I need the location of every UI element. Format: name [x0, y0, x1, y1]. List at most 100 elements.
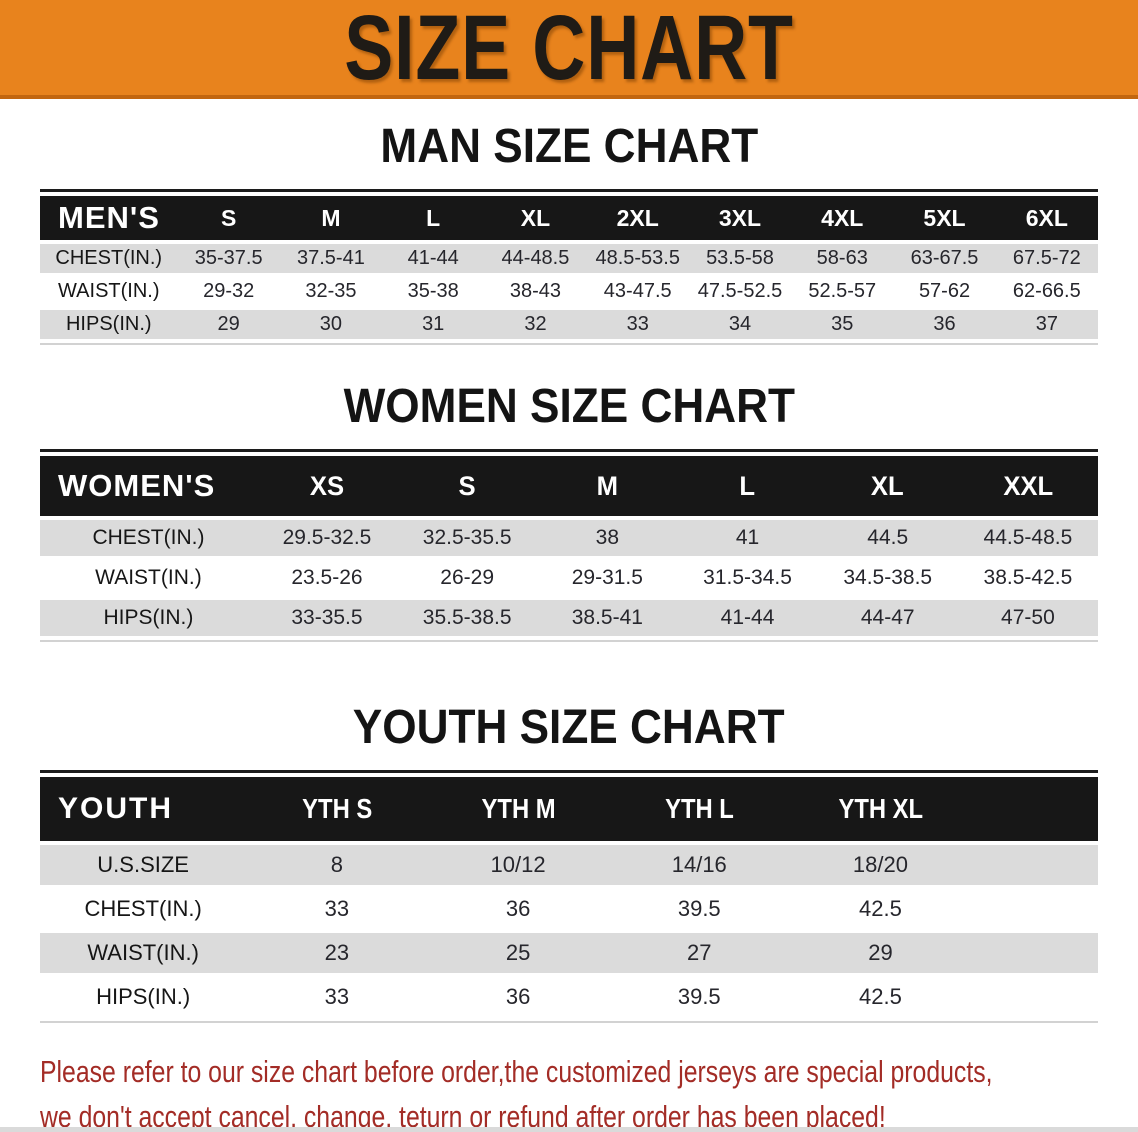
size-value-cell: 36: [505, 984, 531, 1009]
note-line-1: Please refer to our size chart before or…: [40, 1054, 993, 1089]
size-value-cell: 29.5-32.5: [256, 520, 398, 556]
size-column-header-text: M: [596, 470, 619, 501]
size-column-header: 6XL: [995, 196, 1098, 240]
row-label: HIPS(IN.): [40, 600, 257, 636]
row-label: WAIST(IN.): [58, 280, 160, 302]
size-value-cell: 62-66.5: [1012, 280, 1081, 302]
table-header-label: MEN'S: [40, 196, 178, 240]
size-value-cell: 25: [427, 933, 609, 973]
banner-title-text: SIZE CHART: [344, 0, 794, 99]
spacer-cell: [971, 889, 1098, 929]
table-row: HIPS(IN.) 33-35.5 35.5-38.5 38.5-41 41-44 44-…: [40, 600, 1098, 636]
size-column-header: L: [382, 196, 485, 240]
size-column-header: 3XL: [688, 196, 792, 240]
table-row: WAIST(IN.) 23.5-26 26-29 29-31.5 31.5-34.5 34…: [40, 560, 1098, 596]
size-value-cell: 52.5-57: [808, 280, 877, 302]
size-value-cell: 31.5-34.5: [703, 566, 792, 589]
size-value-cell: 33: [324, 984, 350, 1009]
size-column-header-text: M: [321, 204, 341, 231]
size-value-cell: 14/16: [608, 845, 790, 885]
size-column-header-text: XS: [309, 470, 345, 501]
size-column-header: YTH S: [246, 777, 428, 841]
size-value-cell: 37.5-41: [279, 244, 383, 273]
size-value-cell: 47.5-52.5: [697, 280, 783, 302]
size-value-cell: 38.5-41: [537, 600, 678, 636]
bottom-edge-strip: [0, 1127, 1138, 1132]
note-line-2: we don't accept cancel, change, teturn o…: [40, 1099, 886, 1132]
size-value-cell: 43-47.5: [603, 280, 672, 302]
row-label: WAIST(IN.): [95, 566, 202, 589]
size-column-header: YTH M: [427, 777, 609, 841]
size-value-cell: 32.5-35.5: [397, 520, 538, 556]
size-value-cell: 35.5-38.5: [397, 600, 538, 636]
size-column-header: XL: [817, 456, 958, 516]
size-column-header-text: YTH L: [664, 793, 734, 824]
size-value-cell: 44.5-48.5: [957, 520, 1098, 556]
youth-size-table-wrap: YOUTH YTH S YTH M YTH L YTH XL U.S.SIZE 8 10/12…: [40, 770, 1098, 1023]
size-value-cell: 41-44: [677, 600, 818, 636]
size-value-cell: 41-44: [382, 244, 485, 273]
size-value-cell: 35-38: [407, 280, 459, 302]
size-value-cell: 47-50: [957, 600, 1098, 636]
size-column-header: YTH XL: [789, 777, 972, 841]
spacer-cell: [971, 845, 1098, 885]
size-value-cell: 33: [586, 310, 689, 339]
size-column-header-text: YTH M: [481, 793, 556, 824]
size-column-header-text: YTH S: [301, 793, 372, 824]
size-column-header: S: [177, 196, 280, 240]
table-header-row: WOMEN'S XS S M L XL XXL: [40, 456, 1098, 516]
size-value-cell: 10/12: [427, 845, 609, 885]
size-column-header-text: XXL: [1002, 470, 1053, 501]
size-value-cell: 58-63: [791, 244, 894, 273]
table-header-row: YOUTH YTH S YTH M YTH L YTH XL: [40, 777, 1098, 841]
size-value-cell: 29-31.5: [571, 566, 643, 589]
size-value-cell: 18/20: [789, 845, 972, 885]
size-value-cell: 32: [484, 310, 587, 339]
size-value-cell: 32-35: [305, 280, 357, 302]
size-value-cell: 38.5-42.5: [983, 566, 1073, 589]
size-column-header-text: S: [220, 204, 237, 231]
size-value-cell: 63-67.5: [893, 244, 996, 273]
size-value-cell: 44-47: [817, 600, 958, 636]
row-label: U.S.SIZE: [40, 845, 247, 885]
size-value-cell: 38-43: [509, 280, 562, 302]
size-column-header: 4XL: [791, 196, 894, 240]
size-value-cell: 35-37.5: [177, 244, 280, 273]
size-value-cell: 53.5-58: [688, 244, 792, 273]
table-row: HIPS(IN.) 29 30 31 32 33 34 35 36 37: [40, 310, 1098, 339]
size-value-cell: 44.5: [817, 520, 958, 556]
size-value-cell: 38: [537, 520, 678, 556]
youth-size-table: YOUTH YTH S YTH M YTH L YTH XL U.S.SIZE 8 10/12…: [40, 773, 1098, 1021]
table-row: WAIST(IN.) 23 25 27 29: [40, 933, 1098, 973]
size-column-header: XXL: [957, 456, 1098, 516]
size-column-header: S: [397, 456, 538, 516]
spacer-cell: [971, 933, 1098, 973]
youth-section-title: YOUTH SIZE CHART: [353, 701, 785, 754]
size-column-header: L: [677, 456, 818, 516]
size-value-cell: 33: [324, 896, 350, 921]
size-value-cell: 36: [893, 310, 996, 339]
size-value-cell: 41: [677, 520, 818, 556]
table-row: CHEST(IN.) 33 36 39.5 42.5: [40, 889, 1098, 929]
size-value-cell: 67.5-72: [995, 244, 1098, 273]
size-column-header-text: 4XL: [821, 204, 864, 231]
row-label: CHEST(IN.): [40, 244, 178, 273]
size-column-header-text: L: [426, 204, 441, 231]
size-column-header-text: 5XL: [923, 204, 966, 231]
size-value-cell: 34.5-38.5: [843, 566, 933, 589]
size-value-cell: 42.5: [859, 896, 902, 921]
size-value-cell: 33-35.5: [256, 600, 398, 636]
size-column-header: M: [279, 196, 383, 240]
row-label: WAIST(IN.): [40, 933, 247, 973]
size-column-header-text: 6XL: [1025, 204, 1068, 231]
size-value-cell: 29-32: [203, 280, 255, 302]
size-column-header-text: 2XL: [616, 204, 659, 231]
size-column-header: XL: [484, 196, 587, 240]
table-row: WAIST(IN.) 29-32 32-35 35-38 38-43 43-47.5 47.…: [40, 277, 1098, 306]
size-value-cell: 35: [791, 310, 894, 339]
size-value-cell: 42.5: [859, 984, 902, 1009]
men-size-table-wrap: MEN'S S M L XL 2XL 3XL 4XL 5XL 6XL CHEST(IN.) 35-37…: [40, 189, 1098, 345]
banner-title: SIZE CHART: [288, 2, 850, 94]
size-value-cell: 29: [177, 310, 280, 339]
man-section-title: MAN SIZE CHART: [380, 120, 758, 173]
